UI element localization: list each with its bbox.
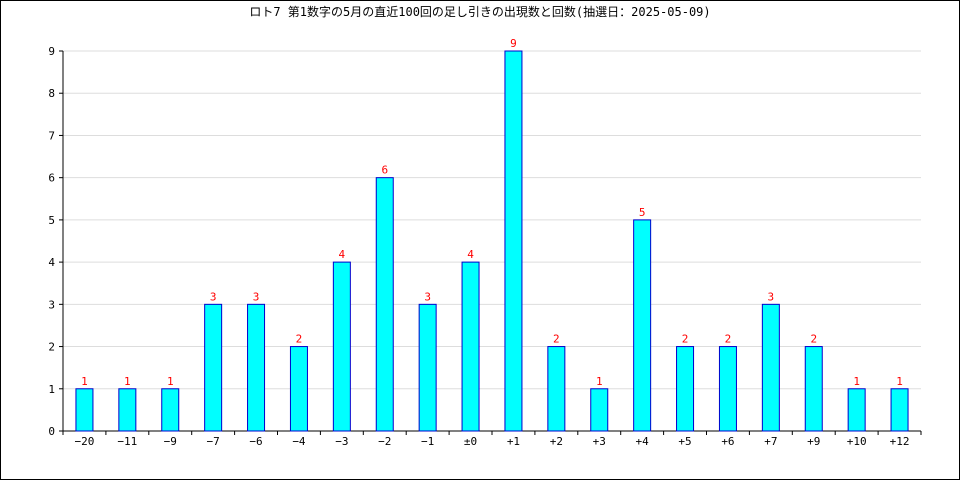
data-label: 1 bbox=[896, 375, 903, 388]
data-label: 5 bbox=[639, 206, 646, 219]
x-tick-label: +12 bbox=[890, 435, 910, 448]
bar bbox=[504, 50, 523, 432]
y-tick-label: 5 bbox=[48, 214, 55, 227]
bar bbox=[590, 388, 609, 432]
bar bbox=[547, 346, 566, 432]
data-label: 6 bbox=[381, 164, 388, 177]
bar bbox=[118, 388, 137, 432]
data-label: 4 bbox=[467, 248, 474, 261]
bar bbox=[161, 388, 180, 432]
data-label: 1 bbox=[81, 375, 88, 388]
bar bbox=[461, 261, 480, 432]
data-label: 2 bbox=[682, 333, 689, 346]
x-tick-label: −1 bbox=[421, 435, 434, 448]
data-label: 3 bbox=[210, 290, 217, 303]
data-label: 2 bbox=[725, 333, 732, 346]
data-label: 1 bbox=[853, 375, 860, 388]
x-tick-label: +4 bbox=[636, 435, 650, 448]
data-labels: 1 1 1 3 3 2 4 6 3 4 9 2 1 5 2 2 3 2 1 1 bbox=[81, 37, 903, 388]
data-label: 1 bbox=[596, 375, 603, 388]
bar bbox=[332, 261, 351, 432]
bar bbox=[718, 346, 737, 432]
bars bbox=[75, 50, 909, 432]
bar bbox=[247, 303, 266, 432]
data-label: 3 bbox=[424, 290, 431, 303]
axes: 0 1 2 3 4 5 6 7 8 9 −20 −11 −9 −7 −6 −4 −3 −2 −1 ±0 +1 +2 +3 +4… bbox=[48, 45, 922, 448]
y-tick-label: 2 bbox=[48, 341, 55, 354]
x-tick-label: −4 bbox=[292, 435, 306, 448]
x-tick-label: +10 bbox=[847, 435, 867, 448]
y-tick-label: 6 bbox=[48, 172, 55, 185]
chart-title: ロト7 第1数字の5月の直近100回の足し引きの出現数と回数(抽選日：2025-… bbox=[249, 4, 710, 19]
x-tick-label: ±0 bbox=[464, 435, 477, 448]
y-tick-label: 0 bbox=[48, 425, 55, 438]
x-tick-label: −20 bbox=[75, 435, 95, 448]
x-tick-label: +9 bbox=[807, 435, 820, 448]
bar bbox=[890, 388, 909, 432]
bar bbox=[375, 177, 394, 432]
x-tick-label: +6 bbox=[721, 435, 734, 448]
bar bbox=[289, 346, 308, 432]
x-tick-label: +5 bbox=[678, 435, 691, 448]
bar bbox=[761, 303, 780, 432]
data-label: 9 bbox=[510, 37, 517, 50]
x-tick-label: +1 bbox=[507, 435, 520, 448]
x-tick-label: −9 bbox=[164, 435, 177, 448]
y-tick-label: 9 bbox=[48, 45, 55, 58]
bar bbox=[418, 303, 437, 432]
bar bbox=[204, 303, 223, 432]
x-tick-label: −11 bbox=[117, 435, 137, 448]
gridlines bbox=[63, 50, 921, 390]
data-label: 1 bbox=[167, 375, 174, 388]
data-label: 3 bbox=[768, 290, 775, 303]
bar bbox=[847, 388, 866, 432]
y-tick-label: 7 bbox=[48, 129, 55, 142]
y-tick-label: 3 bbox=[48, 298, 55, 311]
bar bbox=[804, 346, 823, 432]
x-tick-label: −2 bbox=[378, 435, 391, 448]
x-tick-label: −6 bbox=[249, 435, 262, 448]
data-label: 1 bbox=[124, 375, 131, 388]
x-tick-label: −3 bbox=[335, 435, 348, 448]
bar bbox=[676, 346, 695, 432]
data-label: 2 bbox=[296, 333, 303, 346]
y-tick-label: 4 bbox=[48, 256, 55, 269]
bar bbox=[633, 219, 652, 432]
data-label: 4 bbox=[339, 248, 346, 261]
y-tick-label: 8 bbox=[48, 87, 55, 100]
y-tick-label: 1 bbox=[48, 383, 55, 396]
x-tick-label: +2 bbox=[550, 435, 563, 448]
data-label: 2 bbox=[553, 333, 560, 346]
x-tick-label: −7 bbox=[207, 435, 220, 448]
data-label: 2 bbox=[810, 333, 817, 346]
x-tick-label: +3 bbox=[593, 435, 606, 448]
x-tick-label: +7 bbox=[764, 435, 777, 448]
data-label: 3 bbox=[253, 290, 260, 303]
bar bbox=[75, 388, 94, 432]
